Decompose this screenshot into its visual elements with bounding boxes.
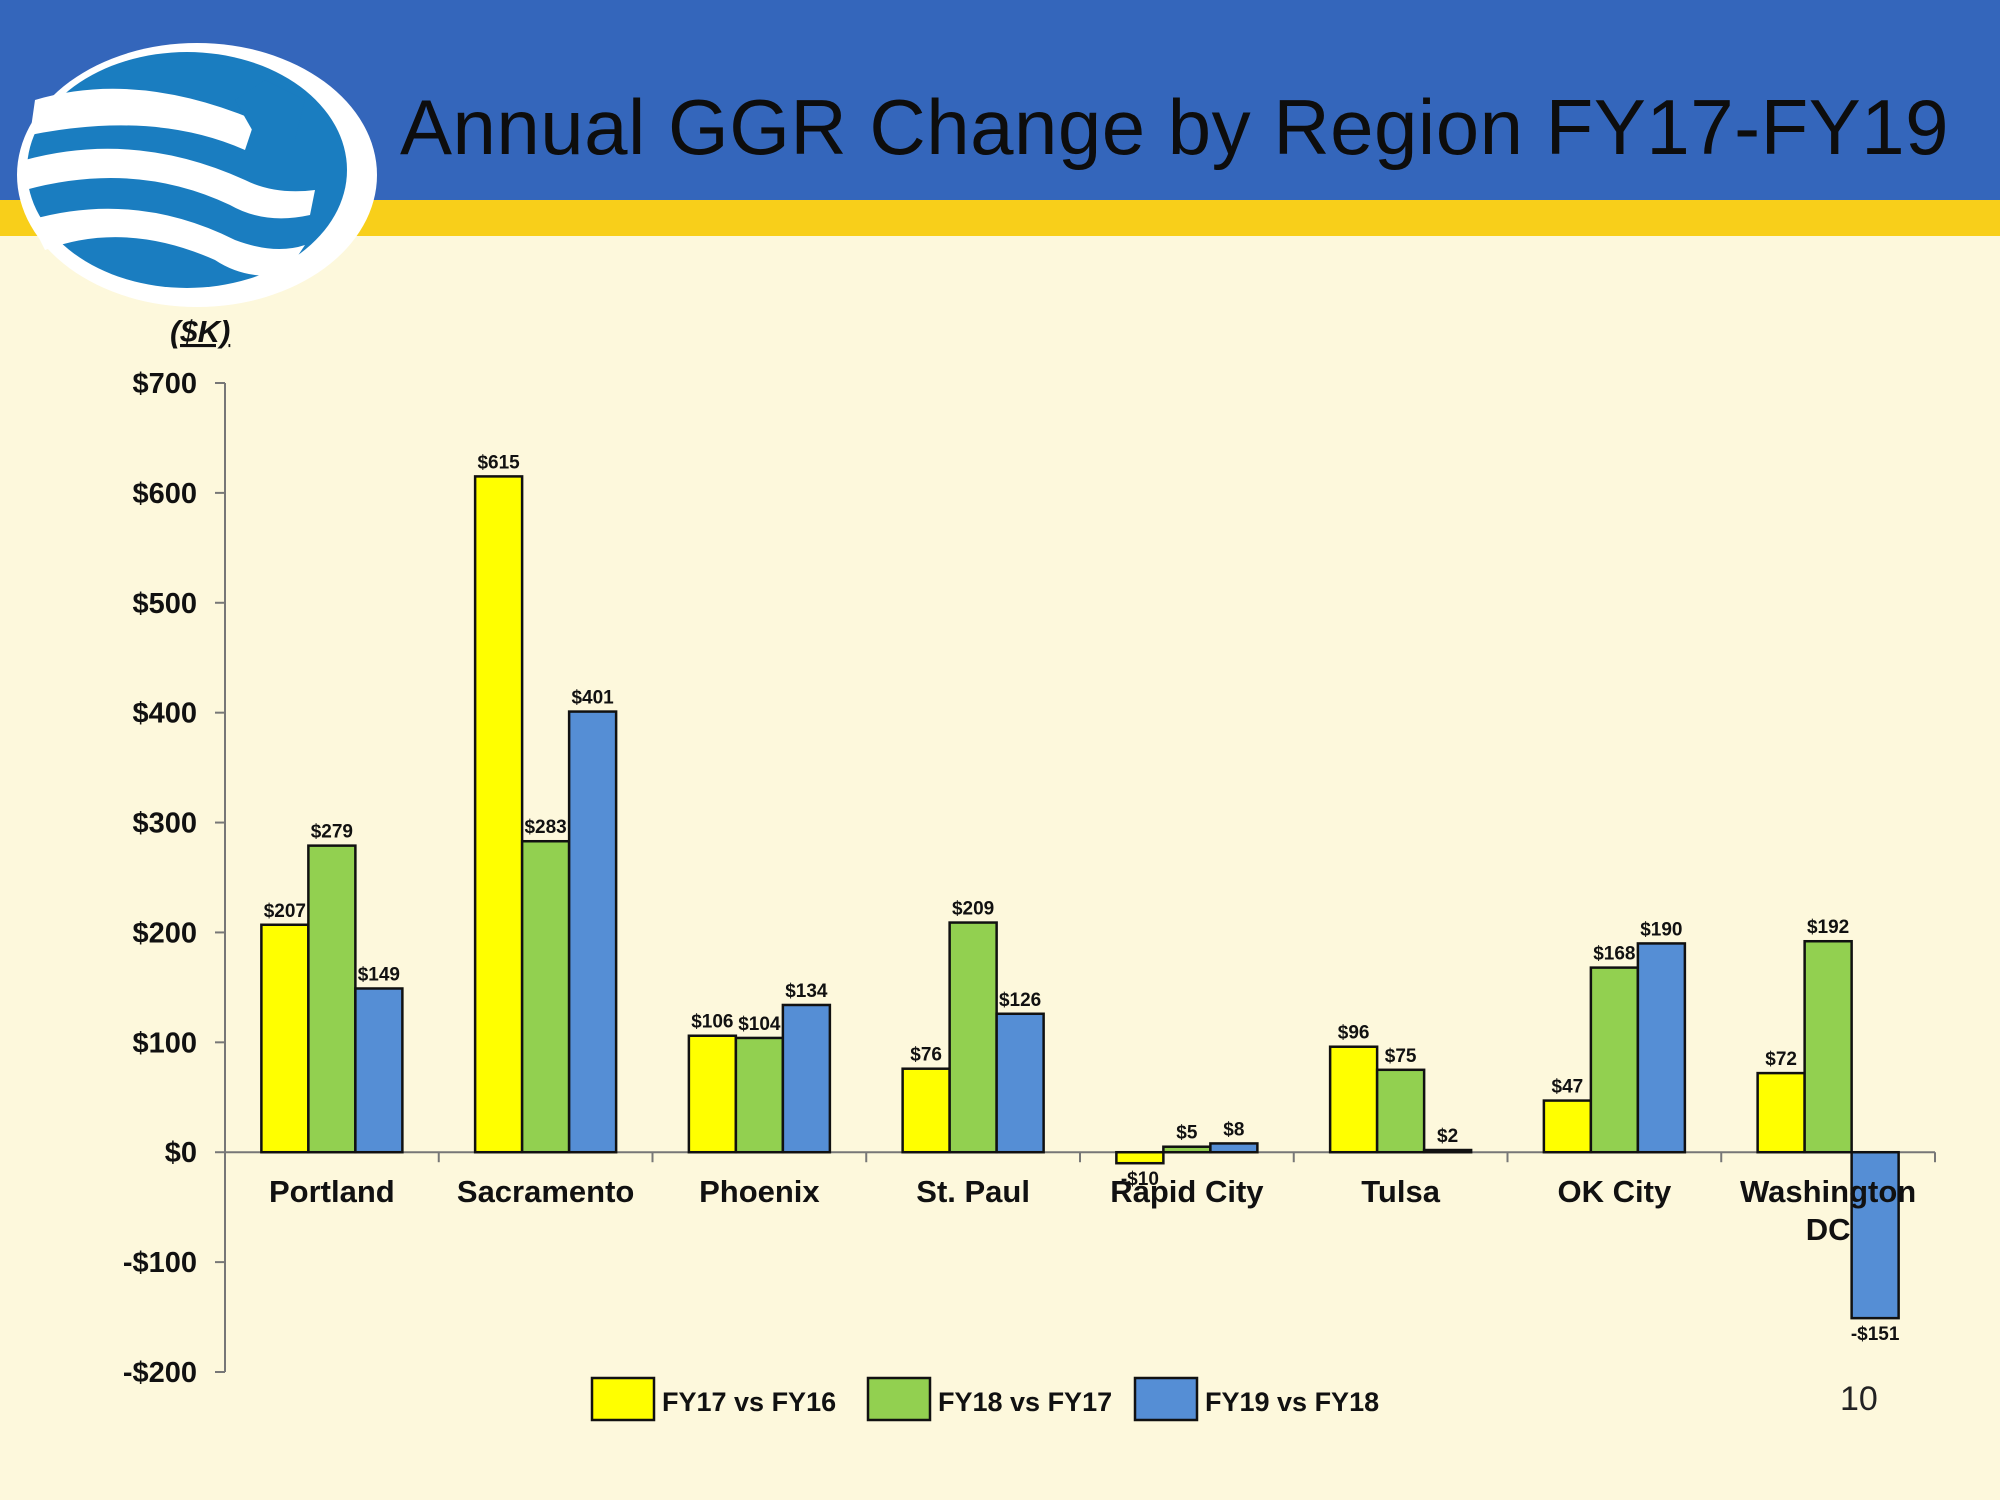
eagle-wave-logo [17,43,377,307]
bar [734,1036,785,1154]
data-label: $401 [571,688,614,709]
bar [948,921,998,1154]
bar [1375,1068,1426,1154]
bar [1422,1148,1473,1154]
y-tick-label: $500 [132,588,197,620]
data-label: $76 [910,1045,942,1066]
bar [260,923,310,1154]
data-label: $149 [358,964,400,985]
data-label: $72 [1765,1049,1797,1070]
y-tick-label: $400 [132,698,197,730]
category-label: Tulsa [1361,1174,1440,1209]
data-label: $190 [1640,919,1682,940]
data-label: $126 [999,990,1041,1011]
bar [473,475,524,1154]
data-label: $209 [952,899,994,920]
y-unit-label: ($K) [170,314,230,349]
legend-swatch [590,1376,656,1422]
legend-label: FY17 vs FY16 [662,1387,836,1417]
bar [1636,942,1687,1154]
data-labels: Portland $207 $279 $149 Sacramento $615 $283 $4… [264,452,1917,1345]
bar [781,1003,832,1154]
bar [1115,1150,1165,1165]
legend-swatch [866,1376,932,1422]
page-number: 10 [1840,1380,1878,1418]
y-tick-label: $300 [132,808,197,840]
category-label: OK City [1558,1174,1672,1209]
axes: $700 $600 $500 $400 $300 $200 $100 $0 -$100 -$200 [123,368,1936,1389]
bar [354,987,404,1154]
data-label: $2 [1437,1126,1458,1147]
bar [1803,939,1853,1154]
slide-title: Annual GGR Change by Region FY17-FY19 [400,83,1950,171]
bar [1542,1099,1593,1154]
data-label: -$151 [1851,1324,1900,1345]
data-label: $104 [738,1014,781,1035]
y-tick-label: $0 [165,1137,197,1169]
bar [567,710,618,1154]
legend-label: FY18 vs FY17 [938,1387,1112,1417]
bar [307,844,357,1154]
data-label: $96 [1338,1023,1370,1044]
y-tick-label: $100 [132,1027,197,1059]
category-label: Rapid City [1110,1174,1264,1209]
bar [901,1067,951,1154]
data-label: $8 [1223,1119,1244,1140]
legend-label: FY19 vs FY18 [1205,1387,1379,1417]
bar [520,839,571,1154]
y-tick-label: -$100 [123,1247,197,1279]
category-label: DC [1806,1212,1851,1247]
data-label: $207 [264,901,306,922]
bar [1328,1045,1379,1154]
bar [687,1034,738,1154]
category-label: Washington [1740,1174,1916,1209]
y-tick-label: $700 [132,368,197,400]
category-label: Phoenix [699,1174,820,1209]
bar [1589,966,1640,1154]
data-label: $47 [1552,1077,1584,1098]
data-label: -$10 [1121,1169,1159,1190]
legend: FY17 vs FY16 FY18 vs FY17 FY19 vs FY18 [590,1376,1379,1422]
bars [260,475,1900,1320]
category-label: St. Paul [916,1174,1030,1209]
data-label: $5 [1176,1123,1198,1144]
data-label: $615 [477,452,520,473]
legend-swatch [1133,1376,1199,1422]
data-label: $75 [1385,1046,1417,1067]
bar [1756,1071,1806,1154]
y-tick-label: $600 [132,478,197,510]
y-tick-label: $200 [132,917,197,949]
bar [1162,1145,1212,1154]
data-label: $192 [1807,917,1849,938]
category-label: Portland [269,1174,395,1209]
data-label: $106 [691,1012,733,1033]
data-label: $134 [785,981,828,1002]
bar [995,1012,1045,1154]
category-label: Sacramento [457,1174,634,1209]
data-label: $283 [524,817,566,838]
bar [1850,1150,1900,1320]
bar [1209,1142,1259,1154]
data-label: $168 [1593,944,1635,965]
y-tick-label: -$200 [123,1357,197,1389]
data-label: $279 [311,822,353,843]
